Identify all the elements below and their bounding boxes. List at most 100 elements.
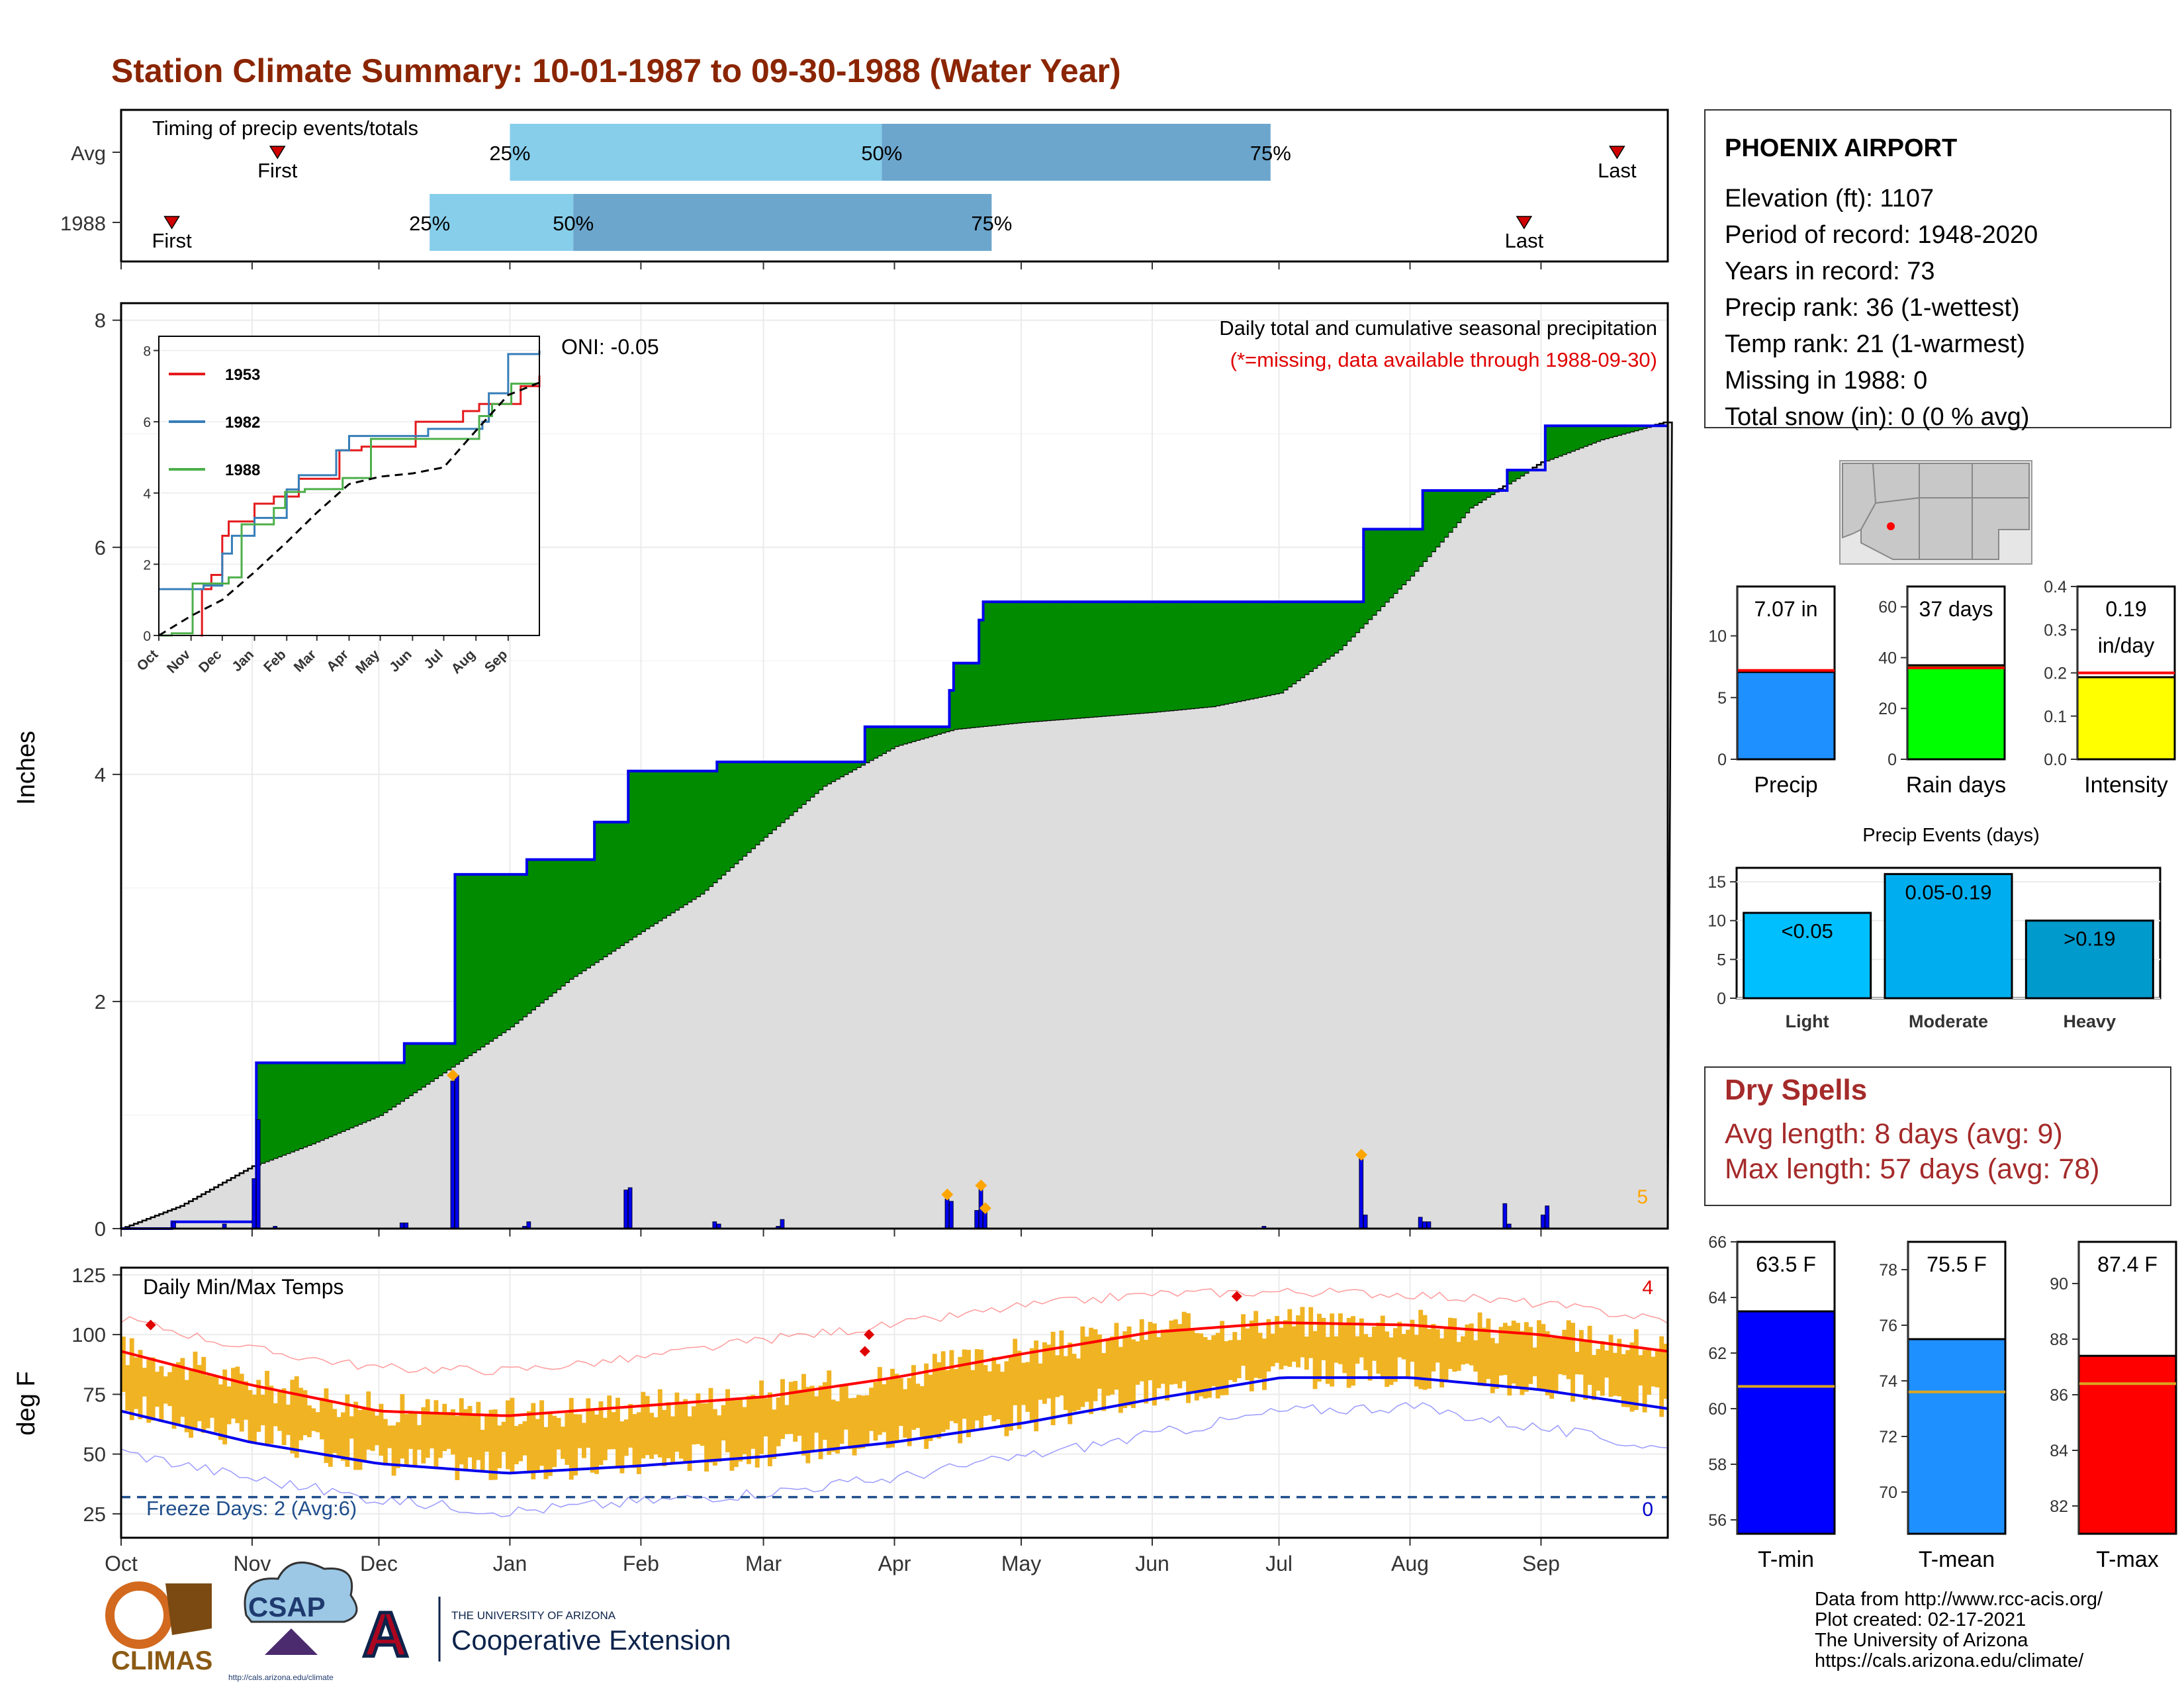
precip-surplus-band [700,771,705,894]
daily-temp-bar [569,1397,574,1480]
precip-surplus-band [404,1043,409,1098]
daily-temp-bar [497,1425,502,1468]
daily-temp-bar [210,1376,214,1418]
daily-temp-bar [171,1365,177,1429]
precip-surplus-band [598,821,604,959]
summary-ytick-label: 74 [1879,1372,1897,1391]
precip-surplus-band [1520,470,1525,476]
precip-ytick-label: 2 [95,990,106,1013]
precip-surplus-band [657,771,662,921]
precip-surplus-band [1447,491,1453,532]
daily-temp-bar [1583,1341,1588,1400]
precip-surplus-band [788,761,794,816]
daily-temp-bar [1148,1321,1153,1381]
daily-temp-bar [1439,1338,1445,1388]
temp-ytick-label: 100 [71,1323,106,1346]
precip-surplus-band [1388,529,1394,598]
precip-daily-bars [171,1069,1550,1229]
ua-logo: A THE UNIVERSITY OF ARIZONA Cooperative … [361,1597,731,1672]
location-map [1839,460,2032,565]
precip-surplus-band [1427,491,1432,557]
events-bar-value-label: 0.05-0.19 [1905,880,1992,904]
precip-annotation-missing: (*=missing, data available through 1988-… [1230,348,1657,371]
daily-temp-bar [1017,1350,1022,1429]
precip-surplus-band [1232,602,1238,702]
precip-surplus-band [269,1062,274,1160]
map-state-ks [1972,463,2030,498]
month-label: Mar [745,1552,782,1575]
daily-temp-bar [442,1403,447,1452]
precip-surplus-band [1169,602,1174,711]
precip-surplus-band [979,620,984,727]
precip-surplus-band [556,859,561,990]
daily-precip-bar [944,1198,950,1229]
daily-temp-bar [501,1421,506,1452]
daily-temp-bar [1431,1324,1436,1372]
daily-temp-bar [121,1336,126,1392]
daily-temp-bar [784,1405,790,1434]
daily-temp-bar [1325,1336,1330,1384]
precip-surplus-band [1414,529,1419,571]
daily-temp-bar [163,1376,168,1404]
daily-precip-bar [251,1178,257,1229]
precip-surplus-band [738,761,743,860]
daily-temp-bar [370,1411,375,1451]
precip-surplus-band [1241,602,1246,700]
precip-surplus-band [459,874,464,1061]
summary-bar-label: T-min [1758,1547,1814,1572]
daily-temp-bar [1013,1338,1018,1405]
daily-temp-bar [754,1397,760,1468]
precip-surplus-band [1262,602,1267,696]
precip-surplus-band [809,761,815,797]
daily-precip-bar [627,1187,633,1229]
daily-temp-bar [919,1386,925,1437]
precip-surplus-band [907,726,912,743]
daily-temp-bar [797,1389,802,1436]
precip-surplus-band [1266,602,1271,696]
daily-temp-bar [251,1394,257,1443]
precip-surplus-band [379,1062,384,1115]
precip-surplus-band [653,771,659,923]
precip-surplus-band [1207,602,1212,707]
summary-ytick-label: 58 [1708,1456,1727,1474]
daily-temp-bar [1156,1336,1161,1389]
precip-surplus-band [1578,426,1584,448]
daily-temp-bar [138,1350,143,1419]
precip-surplus-band [894,726,899,746]
precip-surplus-band [1173,602,1178,710]
daily-temp-bar [860,1395,866,1448]
precip-surplus-band [763,761,768,837]
record-daily-marker [1355,1149,1368,1161]
precip-surplus-band [1473,491,1479,505]
precip-surplus-band [966,663,972,728]
daily-temp-bar [657,1389,662,1458]
daily-temp-bar [1473,1340,1479,1372]
daily-temp-bar [437,1413,443,1458]
daily-temp-bar [379,1403,384,1456]
precip-surplus-band [1431,491,1436,551]
month-label: Aug [1391,1552,1429,1575]
precip-surplus-band [991,602,997,726]
daily-temp-bar [1520,1331,1525,1395]
daily-temp-bar [1139,1319,1144,1382]
precip-ytick-label: 6 [95,536,106,559]
inset-ytick-label: 2 [143,557,151,573]
events-ytick-label: 10 [1707,912,1726,931]
daily-temp-bar [1659,1336,1664,1417]
precip-surplus-band [835,761,841,779]
daily-temp-bar [696,1393,701,1444]
summary-bar [1907,1338,2007,1535]
daily-temp-bar [1604,1350,1610,1378]
daily-temp-bar [818,1385,823,1460]
summary-ytick-label: 76 [1879,1317,1897,1335]
summary-ytick-label: 0.2 [2044,665,2067,683]
precip-surplus-band [1084,602,1089,718]
precip-surplus-band [1080,602,1085,718]
daily-temp-bar [281,1388,287,1446]
precip-surplus-band [361,1062,367,1123]
events-bar-value-label: >0.19 [2064,927,2115,951]
precip-panel: 0 2 4 6 8 Inches Daily total and cumulative … [13,302,1673,1241]
events-bar [1884,872,2013,1000]
summary-bar-value: in/day [2098,633,2154,657]
daily-temp-bar [780,1379,785,1439]
